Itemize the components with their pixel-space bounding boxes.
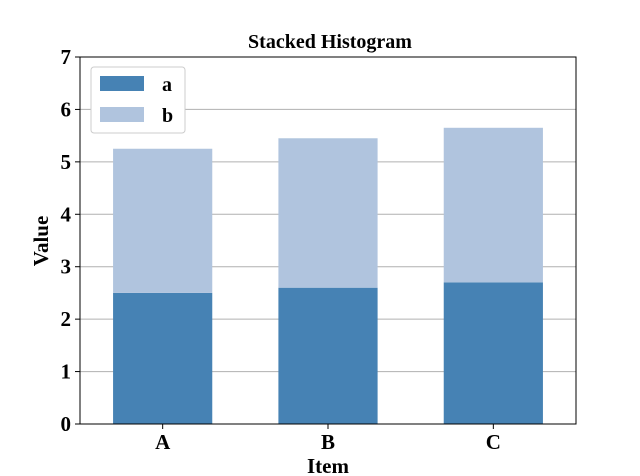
bar-a-C <box>443 282 543 424</box>
legend-swatch-a <box>100 76 144 91</box>
x-tick-label: A <box>155 430 171 454</box>
x-axis-label: Item <box>307 454 349 476</box>
y-tick-label: 2 <box>61 307 72 331</box>
bar-a-A <box>113 292 213 424</box>
y-tick-label: 6 <box>61 97 72 121</box>
legend: ab <box>90 66 186 134</box>
x-tick-label: C <box>486 430 501 454</box>
y-tick-label: 5 <box>61 150 72 174</box>
legend-label-a: a <box>162 74 172 96</box>
y-axis-label: Value <box>29 216 53 267</box>
legend-swatch-b <box>100 107 144 122</box>
y-tick-label: 0 <box>61 412 72 436</box>
bar-a-B <box>278 287 378 424</box>
bar-b-A <box>113 148 213 293</box>
legend-label-b: b <box>162 105 173 127</box>
y-tick-label: 4 <box>61 202 72 226</box>
bars <box>113 127 543 424</box>
y-tick-label: 1 <box>61 360 72 384</box>
y-tick-label: 7 <box>61 45 72 69</box>
bar-b-C <box>443 127 543 283</box>
y-tick-label: 3 <box>61 255 72 279</box>
x-axis-ticks: A B C <box>155 424 501 454</box>
y-axis-ticks: 0 1 2 3 4 5 6 7 <box>61 45 80 436</box>
bar-b-B <box>278 138 378 288</box>
chart-title: Stacked Histogram <box>248 31 412 53</box>
x-tick-label: B <box>321 430 335 454</box>
